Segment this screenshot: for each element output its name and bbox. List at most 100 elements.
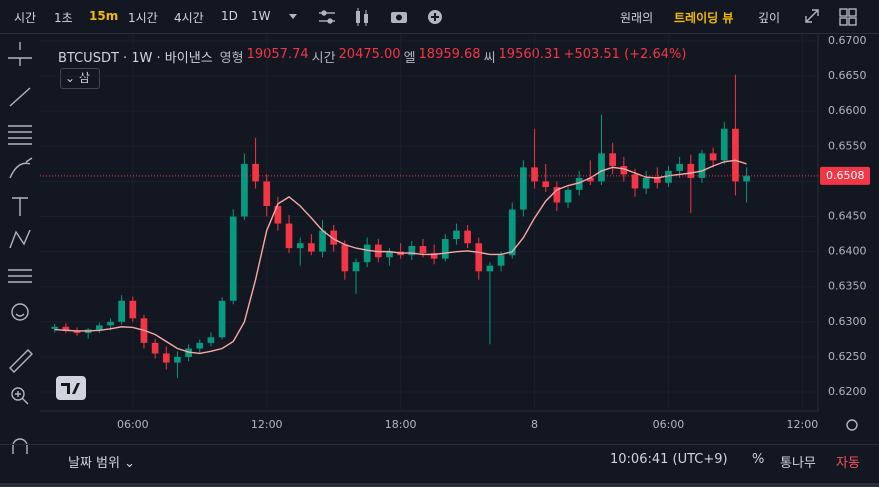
collapse-button[interactable]: ⌄ 삼 bbox=[60, 68, 100, 89]
logo-bg bbox=[56, 376, 86, 400]
value: 19057.74 bbox=[246, 47, 309, 62]
collapse-label: 삼 bbox=[78, 71, 90, 85]
candle-body bbox=[118, 300, 125, 322]
y-tick-label: 0.6650 bbox=[828, 69, 867, 82]
candle-body bbox=[341, 244, 349, 272]
symbol[interactable]: BTCUSDT · 1W · 바이낸스 bbox=[58, 51, 213, 66]
candle-body bbox=[631, 174, 639, 189]
window-icons bbox=[805, 8, 857, 26]
toolbar-icons bbox=[289, 8, 442, 26]
fib-icon[interactable] bbox=[8, 125, 32, 145]
add-icon[interactable] bbox=[428, 10, 442, 24]
text-icon[interactable] bbox=[12, 197, 28, 216]
view-tab[interactable]: 깊이 bbox=[758, 11, 781, 25]
label: 시간 bbox=[311, 51, 336, 66]
label: 영형 bbox=[219, 51, 244, 66]
emoji-icon[interactable] bbox=[11, 303, 29, 321]
candle-body bbox=[285, 223, 293, 249]
y-tick-label: 0.6250 bbox=[828, 350, 867, 363]
crosshair-icon[interactable] bbox=[8, 42, 32, 66]
candle-body bbox=[274, 206, 282, 224]
candle-body bbox=[73, 330, 81, 334]
indicators-icon[interactable] bbox=[319, 10, 335, 24]
candle-body bbox=[665, 170, 672, 183]
layout-icon[interactable] bbox=[839, 8, 857, 26]
candle-body bbox=[218, 300, 226, 338]
candle-body bbox=[743, 175, 750, 182]
interval[interactable]: 1초 bbox=[54, 11, 73, 25]
label: 엘 bbox=[403, 51, 416, 66]
candle-body bbox=[475, 243, 483, 272]
candle-body bbox=[609, 153, 617, 166]
x-tick-label: 06:00 bbox=[653, 418, 685, 431]
candle-body bbox=[687, 163, 695, 178]
change: +503.51 (+2.64%) bbox=[563, 47, 687, 62]
candle-body bbox=[430, 253, 438, 259]
candle-body bbox=[386, 251, 393, 258]
candle-body bbox=[486, 265, 494, 272]
candle-body bbox=[174, 356, 181, 363]
candle-body bbox=[598, 153, 605, 182]
candle-body bbox=[107, 321, 114, 326]
candle-body bbox=[464, 230, 471, 244]
candle-body bbox=[419, 246, 427, 254]
date-range-label: 날짜 범위 bbox=[68, 456, 120, 471]
dropdown-icon[interactable] bbox=[289, 14, 297, 19]
candle-body bbox=[51, 326, 59, 329]
candle-body bbox=[95, 325, 103, 330]
candles-icon[interactable] bbox=[356, 8, 368, 26]
candle-body bbox=[441, 238, 449, 259]
ruler-icon[interactable] bbox=[9, 349, 33, 373]
camera-icon[interactable] bbox=[391, 12, 407, 23]
brush-icon[interactable] bbox=[9, 157, 33, 179]
trendline-icon[interactable] bbox=[9, 87, 31, 107]
last-price-label: 0.6508 bbox=[826, 169, 865, 182]
divider bbox=[0, 33, 879, 34]
moving-average-line bbox=[54, 159, 747, 355]
candle-body bbox=[296, 243, 304, 249]
pattern-icon[interactable] bbox=[9, 229, 31, 249]
interval[interactable]: 시간 bbox=[14, 11, 37, 25]
candle-body bbox=[330, 230, 338, 245]
value: 20475.00 bbox=[338, 47, 401, 62]
last-price-box bbox=[820, 166, 870, 185]
candle-body bbox=[542, 181, 550, 188]
bottom-border bbox=[0, 483, 879, 487]
prediction-icon[interactable] bbox=[8, 269, 32, 283]
candle-body bbox=[642, 177, 650, 189]
interval[interactable]: 1시간 bbox=[128, 11, 158, 25]
y-tick-label: 0.6550 bbox=[828, 139, 867, 152]
candle-body bbox=[207, 337, 215, 343]
log-toggle[interactable]: 통나무 bbox=[780, 456, 816, 471]
interval[interactable]: 1W bbox=[251, 9, 271, 23]
candle-body bbox=[553, 187, 561, 203]
y-tick-label: 0.6400 bbox=[828, 245, 867, 258]
y-tick-label: 0.6200 bbox=[828, 385, 867, 398]
interval[interactable]: 4시간 bbox=[174, 11, 204, 25]
x-tick-label: 06:00 bbox=[117, 418, 149, 431]
candle-body bbox=[352, 262, 360, 272]
label: 씨 bbox=[483, 51, 496, 66]
percent-toggle[interactable]: % bbox=[752, 452, 765, 467]
y-tick-label: 0.6350 bbox=[828, 280, 867, 293]
date-range[interactable]: 날짜 범위 ⌄ bbox=[68, 456, 136, 471]
legend: BTCUSDT · 1W · 바이낸스 영형 19057.74 시간 20475.0… bbox=[58, 47, 686, 66]
auto-toggle[interactable]: 자동 bbox=[836, 456, 860, 471]
candle-body bbox=[508, 209, 516, 256]
view-tab-active[interactable]: 트레이딩 뷰 bbox=[674, 11, 734, 25]
value: 18959.68 bbox=[418, 47, 481, 62]
zoom-icon[interactable] bbox=[11, 387, 29, 405]
fullscreen-icon[interactable] bbox=[805, 9, 819, 23]
x-tick-label: 18:00 bbox=[385, 418, 417, 431]
value: 19560.31 bbox=[498, 47, 561, 62]
candle-body bbox=[575, 177, 583, 190]
magnet-icon[interactable] bbox=[12, 438, 28, 454]
candle-body bbox=[564, 189, 572, 203]
view-tab[interactable]: 원래의 bbox=[620, 11, 654, 25]
candle-body bbox=[520, 167, 527, 210]
divider bbox=[0, 444, 879, 445]
interval[interactable]: 1D bbox=[221, 9, 238, 23]
interval-active[interactable]: 15m bbox=[89, 9, 119, 23]
x-tick-label: 8 bbox=[531, 418, 538, 431]
candle-body bbox=[196, 342, 204, 349]
